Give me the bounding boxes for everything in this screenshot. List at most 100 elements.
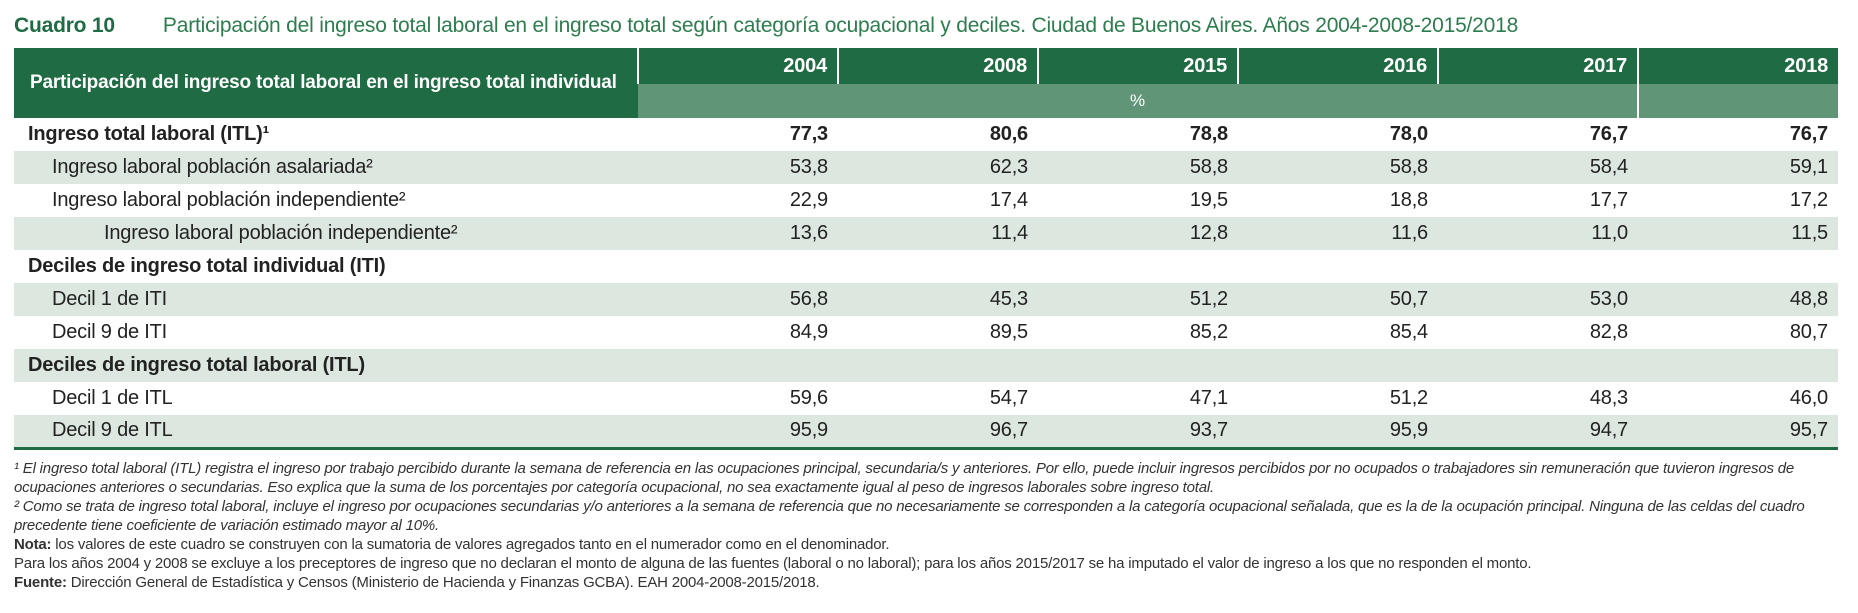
cell-value: 54,7 xyxy=(989,387,1028,409)
row-label: Ingreso laboral población asalariada² xyxy=(52,156,373,178)
row-label: Decil 1 de ITI xyxy=(52,288,168,310)
cell-value: 82,8 xyxy=(1589,321,1628,343)
cell-value: 48,3 xyxy=(1589,387,1628,409)
stub-header: Participación del ingreso total laboral … xyxy=(14,48,638,118)
footnote-1: ¹ El ingreso total laboral (ITL) registr… xyxy=(14,459,1848,497)
table-row: Ingreso total laboral (ITL)¹ 77,3 80,6 78,… xyxy=(14,118,1838,151)
source-text: Dirección General de Estadística y Censo… xyxy=(70,573,820,591)
table-body: Ingreso total laboral (ITL)¹ 77,3 80,6 78,… xyxy=(14,118,1838,450)
footnote-2-marker: ² xyxy=(14,497,23,515)
cell-value: 80,7 xyxy=(1789,321,1828,343)
cell-value: 56,8 xyxy=(789,288,828,310)
cell-value xyxy=(838,250,1038,283)
row-label: Ingreso laboral población independiente² xyxy=(52,189,406,211)
cell-value: 46,0 xyxy=(1789,387,1828,409)
footnote-2-text: Como se trata de ingreso total laboral, … xyxy=(14,497,1805,534)
year-header-2018: 2018 xyxy=(1637,48,1838,84)
cell-value: 11,4 xyxy=(991,222,1028,244)
cell-value xyxy=(1638,250,1838,283)
table-row: Decil 9 de ITL 95,9 96,7 93,7 95,9 94,7 95,7 xyxy=(14,415,1838,450)
cell-value: 11,6 xyxy=(1391,222,1428,244)
cell-value xyxy=(1438,250,1638,283)
unit-empty-cell xyxy=(1637,84,1838,118)
cell-value: 80,6 xyxy=(989,123,1028,145)
year-header-2004: 2004 xyxy=(637,48,838,84)
table-row: Ingreso laboral población independiente²… xyxy=(14,184,1838,217)
footnote-1-marker: ¹ xyxy=(14,459,23,477)
source-label: Fuente: xyxy=(14,573,71,591)
cell-value: 51,2 xyxy=(1189,288,1228,310)
cell-value: 58,8 xyxy=(1189,156,1228,178)
cell-value: 19,5 xyxy=(1189,189,1228,211)
cell-value xyxy=(638,349,838,382)
cell-value: 17,7 xyxy=(1589,189,1628,211)
cell-value: 13,6 xyxy=(789,222,828,244)
cell-value: 94,7 xyxy=(1438,415,1638,450)
row-label: Deciles de ingreso total individual (ITI… xyxy=(28,255,386,277)
cell-value: 58,4 xyxy=(1589,156,1628,178)
cell-value xyxy=(1238,250,1438,283)
table-number: Cuadro 10 xyxy=(14,14,115,37)
row-label: Decil 9 de ITL xyxy=(14,415,638,450)
row-label: Decil 1 de ITL xyxy=(52,387,173,409)
cell-value xyxy=(1038,250,1238,283)
cell-value: 76,7 xyxy=(1589,123,1628,145)
cell-value: 78,8 xyxy=(1189,123,1228,145)
table-title: Participación del ingreso total laboral … xyxy=(162,14,1519,37)
note-label: Nota: xyxy=(14,535,56,553)
note-line: Nota: los valores de este cuadro se cons… xyxy=(14,535,1848,554)
footnotes: ¹ El ingreso total laboral (ITL) registr… xyxy=(14,459,1848,592)
cell-value: 76,7 xyxy=(1789,123,1828,145)
cell-value: 47,1 xyxy=(1189,387,1228,409)
cell-value: 59,1 xyxy=(1789,156,1828,178)
cell-value: 78,0 xyxy=(1389,123,1428,145)
cell-value: 62,3 xyxy=(989,156,1028,178)
row-label: Deciles de ingreso total laboral (ITL) xyxy=(28,354,365,376)
unit-percent-label: % xyxy=(638,84,1638,118)
cell-value xyxy=(1438,349,1638,382)
cell-value: 50,7 xyxy=(1389,288,1428,310)
cell-value: 11,0 xyxy=(1591,222,1628,244)
cell-value: 51,2 xyxy=(1389,387,1428,409)
table-row: Decil 1 de ITL 59,6 54,7 47,1 51,2 48,3 46,0 xyxy=(14,382,1838,415)
note-2-text: Para los años 2004 y 2008 se excluye a l… xyxy=(14,554,1532,572)
cell-value: 12,8 xyxy=(1189,222,1228,244)
table-row: Ingreso laboral población asalariada² 53… xyxy=(14,151,1838,184)
year-header-row: Participación del ingreso total laboral … xyxy=(14,48,1838,118)
cell-value: 22,9 xyxy=(789,189,828,211)
table-row: Deciles de ingreso total laboral (ITL) xyxy=(14,349,1838,382)
cell-value: 95,7 xyxy=(1638,415,1838,450)
cell-value: 93,7 xyxy=(1038,415,1238,450)
cell-value: 89,5 xyxy=(989,321,1028,343)
table-caption: Cuadro 10 Participación del ingreso tota… xyxy=(14,14,1848,38)
cell-value: 53,8 xyxy=(789,156,828,178)
cell-value xyxy=(1238,349,1438,382)
table-header: Participación del ingreso total laboral … xyxy=(14,48,1838,118)
source-line: Fuente: Dirección General de Estadística… xyxy=(14,573,1848,592)
cell-value: 18,8 xyxy=(1389,189,1428,211)
year-header-2008: 2008 xyxy=(837,48,1038,84)
cell-value xyxy=(1638,349,1838,382)
cell-value xyxy=(1038,349,1238,382)
cell-value: 48,8 xyxy=(1789,288,1828,310)
page: Cuadro 10 Participación del ingreso tota… xyxy=(14,14,1848,592)
cell-value: 59,6 xyxy=(789,387,828,409)
row-label: Ingreso total laboral (ITL)¹ xyxy=(28,123,270,145)
cell-value: 17,2 xyxy=(1789,189,1828,211)
note-text: los valores de este cuadro se construyen… xyxy=(55,535,890,553)
cell-value: 85,4 xyxy=(1389,321,1428,343)
footnote-1-text: El ingreso total laboral (ITL) registra … xyxy=(14,459,1795,496)
cell-value: 84,9 xyxy=(789,321,828,343)
row-label: Decil 9 de ITI xyxy=(52,321,168,343)
table-row: Ingreso laboral población independiente²… xyxy=(14,217,1838,250)
table-row: Deciles de ingreso total individual (ITI… xyxy=(14,250,1838,283)
cell-value: 11,5 xyxy=(1791,222,1828,244)
cell-value: 45,3 xyxy=(989,288,1028,310)
table-row: Decil 9 de ITI 84,9 89,5 85,2 85,4 82,8 80,7 xyxy=(14,316,1838,349)
note-line-2: Para los años 2004 y 2008 se excluye a l… xyxy=(14,554,1848,573)
cell-value: 58,8 xyxy=(1389,156,1428,178)
footnote-2: ² Como se trata de ingreso total laboral… xyxy=(14,497,1848,535)
cell-value: 96,7 xyxy=(838,415,1038,450)
cell-value: 95,9 xyxy=(638,415,838,450)
cell-value: 85,2 xyxy=(1189,321,1228,343)
